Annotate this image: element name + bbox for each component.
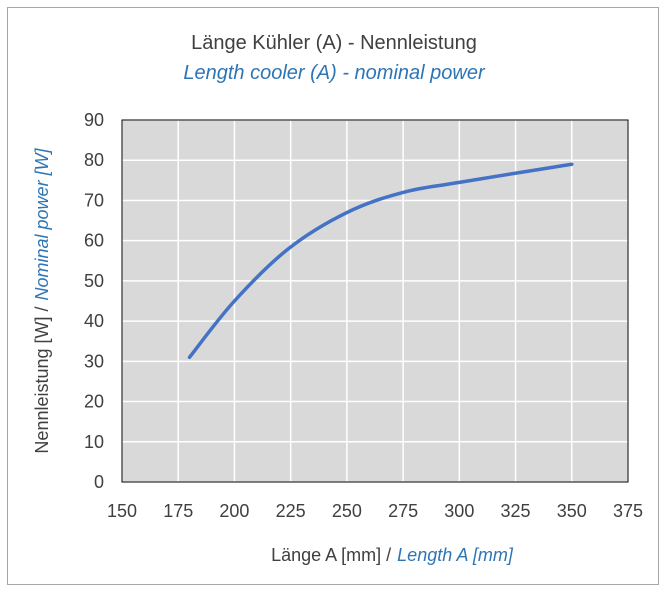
x-tick-label: 300 xyxy=(444,501,474,521)
y-tick-label: 40 xyxy=(84,311,104,331)
x-tick-label: 250 xyxy=(332,501,362,521)
x-tick-label: 175 xyxy=(163,501,193,521)
y-tick-label: 20 xyxy=(84,392,104,412)
x-tick-label: 350 xyxy=(557,501,587,521)
x-tick-label: 150 xyxy=(107,501,137,521)
y-tick-label: 90 xyxy=(84,110,104,130)
y-axis-label-de: Nennleistung [W] / xyxy=(32,306,52,453)
y-tick-label: 50 xyxy=(84,271,104,291)
x-tick-label: 275 xyxy=(388,501,418,521)
x-tick-label: 375 xyxy=(613,501,643,521)
y-tick-label: 80 xyxy=(84,150,104,170)
x-axis-label-en: Length A [mm] xyxy=(397,545,514,565)
y-tick-label: 0 xyxy=(94,472,104,492)
plot-area xyxy=(122,120,628,482)
x-axis-label-de: Länge A [mm] / xyxy=(271,545,391,565)
x-axis-label: Länge A [mm] / Length A [mm] xyxy=(271,545,514,565)
y-axis-label: Nennleistung [W] / Nominal power [W] xyxy=(32,147,52,453)
x-tick-label: 200 xyxy=(219,501,249,521)
x-tick-label: 225 xyxy=(276,501,306,521)
y-tick-label: 10 xyxy=(84,432,104,452)
x-tick-label: 325 xyxy=(501,501,531,521)
y-tick-label: 60 xyxy=(84,231,104,251)
y-axis-label-en: Nominal power [W] xyxy=(32,147,52,300)
y-tick-label: 70 xyxy=(84,190,104,210)
y-tick-label: 30 xyxy=(84,351,104,371)
